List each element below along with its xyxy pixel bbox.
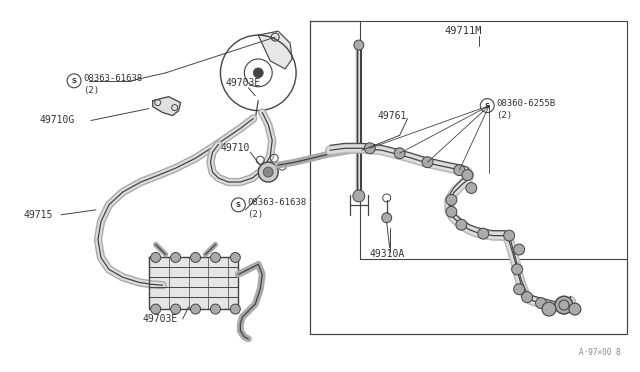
Circle shape <box>259 162 278 182</box>
Circle shape <box>211 304 220 314</box>
Text: A·97×00 8: A·97×00 8 <box>579 348 621 357</box>
Circle shape <box>446 195 457 205</box>
Polygon shape <box>148 257 238 309</box>
Text: S: S <box>72 78 77 84</box>
Polygon shape <box>259 31 292 69</box>
Circle shape <box>253 68 263 78</box>
Circle shape <box>569 303 581 315</box>
Circle shape <box>230 253 241 262</box>
Text: 08363-61638: 08363-61638 <box>247 198 307 207</box>
Circle shape <box>514 284 525 295</box>
Text: 08363-61638: 08363-61638 <box>83 74 142 83</box>
Text: 49703E: 49703E <box>225 78 260 88</box>
Circle shape <box>151 304 161 314</box>
Circle shape <box>462 170 473 180</box>
Text: S: S <box>484 103 490 109</box>
Circle shape <box>394 148 405 159</box>
Circle shape <box>446 206 457 217</box>
Circle shape <box>456 219 467 230</box>
Text: 49710G: 49710G <box>39 115 74 125</box>
Circle shape <box>354 40 364 50</box>
Text: 49715: 49715 <box>23 210 52 220</box>
Circle shape <box>211 253 220 262</box>
Circle shape <box>542 302 556 316</box>
Circle shape <box>171 304 180 314</box>
Text: 49703E: 49703E <box>143 314 178 324</box>
Circle shape <box>454 165 465 176</box>
Circle shape <box>191 253 200 262</box>
Text: (2): (2) <box>83 86 99 95</box>
Circle shape <box>381 213 392 223</box>
Text: 49710: 49710 <box>220 143 250 153</box>
Circle shape <box>191 304 200 314</box>
Circle shape <box>555 296 573 314</box>
Text: (2): (2) <box>247 210 264 219</box>
Circle shape <box>478 228 489 239</box>
Circle shape <box>364 143 375 154</box>
Circle shape <box>263 167 273 177</box>
Circle shape <box>511 264 523 275</box>
Text: 49310A: 49310A <box>370 250 405 260</box>
Text: S: S <box>236 202 241 208</box>
Text: (2): (2) <box>496 111 513 120</box>
Circle shape <box>353 190 365 202</box>
Circle shape <box>466 183 477 193</box>
Circle shape <box>230 304 241 314</box>
Circle shape <box>504 230 515 241</box>
Circle shape <box>514 244 525 255</box>
Circle shape <box>151 253 161 262</box>
Text: 08360-6255B: 08360-6255B <box>496 99 556 108</box>
Text: 49711M: 49711M <box>444 26 482 36</box>
Circle shape <box>536 298 547 309</box>
Circle shape <box>522 292 532 303</box>
Circle shape <box>171 253 180 262</box>
Polygon shape <box>153 97 180 116</box>
Circle shape <box>422 157 433 168</box>
Text: 49761: 49761 <box>378 110 407 121</box>
